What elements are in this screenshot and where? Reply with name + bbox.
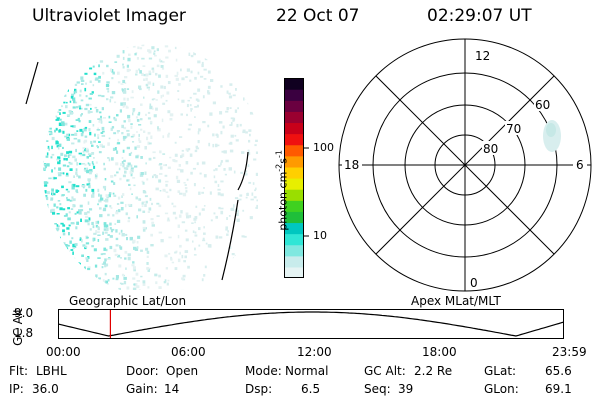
mlt-label-12: 12 <box>475 49 490 63</box>
xtick-1800: 18:00 <box>422 345 457 359</box>
colorbar-band <box>284 78 304 90</box>
observation-date: 22 Oct 07 <box>276 6 360 26</box>
colorbar-band <box>284 189 304 201</box>
colorbar-band <box>284 122 304 135</box>
door-value: Open <box>166 364 199 378</box>
limb-arc-upper-left <box>25 61 39 105</box>
instrument-title: Ultraviolet Imager <box>32 6 186 26</box>
xtick-1200: 12:00 <box>297 345 332 359</box>
orbit-timeline[interactable] <box>58 309 564 339</box>
dsp-value: 6.5 <box>301 382 321 396</box>
colorbar-band <box>284 178 304 190</box>
glat-label: GLat: <box>484 364 517 378</box>
limb-arc-lower-right <box>221 199 239 281</box>
mlat-label-60: 60 <box>535 98 550 112</box>
colorbar-band <box>284 222 304 235</box>
mlt-label-6: 6 <box>576 158 584 172</box>
uv-image-panel <box>25 44 258 290</box>
door-label: Door: <box>126 364 159 378</box>
colorbar-band <box>284 211 304 224</box>
glat-value: 65.6 <box>545 364 572 378</box>
colorbar-band <box>284 244 304 257</box>
mlt-label-0: 0 <box>470 276 478 290</box>
gcalt-label: GC Alt: <box>364 364 406 378</box>
colorbar-ticks <box>304 147 309 237</box>
apex-caption: Apex MLat/MLT <box>411 294 501 308</box>
geographic-caption: Geographic Lat/Lon <box>69 294 187 308</box>
colorbar-band <box>284 133 304 146</box>
timeline-ytick-1-8: 1.8 <box>14 326 34 340</box>
colorbar-band <box>284 166 304 179</box>
colorbar-band <box>284 155 304 168</box>
glon-value: 69.1 <box>545 382 572 396</box>
colorbar-band <box>284 233 304 246</box>
limb-arc-right <box>237 151 249 191</box>
flt-value: LBHL <box>36 364 67 378</box>
colorbar-band <box>284 100 304 112</box>
mode-label: Mode: <box>245 364 282 378</box>
colorbar-band <box>284 200 304 212</box>
flt-label: Flt: <box>9 364 28 378</box>
timeline-ytick-9: 9.0 <box>14 306 34 320</box>
colorbar-band <box>284 111 304 124</box>
gain-label: Gain: <box>126 382 158 396</box>
mode-value: Normal <box>285 364 329 378</box>
colorbar <box>284 78 304 278</box>
colorbar-tick-10: 10 <box>313 229 327 242</box>
mlt-label-18: 18 <box>344 158 359 172</box>
polar-mlt-plot: 12 18 6 0 60 70 80 <box>338 38 592 292</box>
xtick-0600: 06:00 <box>171 345 206 359</box>
dsp-label: Dsp: <box>245 382 273 396</box>
colorbar-band <box>284 89 304 101</box>
altitude-curve <box>58 311 564 337</box>
seq-label: Seq: <box>364 382 391 396</box>
gcalt-value: 2.2 Re <box>414 364 453 378</box>
mlat-label-70: 70 <box>506 122 521 136</box>
xtick-0000: 00:00 <box>46 345 81 359</box>
colorbar-unit-label: photon cm-2s-1 <box>274 150 290 231</box>
colorbar-band <box>284 144 304 157</box>
ip-label: IP: <box>9 382 24 396</box>
colorbar-tick-100: 100 <box>313 141 334 154</box>
colorbar-band <box>284 266 304 278</box>
ip-value: 36.0 <box>32 382 59 396</box>
glon-label: GLon: <box>484 382 519 396</box>
seq-value: 39 <box>398 382 414 396</box>
gain-value: 14 <box>164 382 180 396</box>
mlat-label-80: 80 <box>483 142 498 156</box>
xtick-2359: 23:59 <box>552 345 587 359</box>
observation-time: 02:29:07 UT <box>427 6 532 26</box>
colorbar-band <box>284 255 304 268</box>
